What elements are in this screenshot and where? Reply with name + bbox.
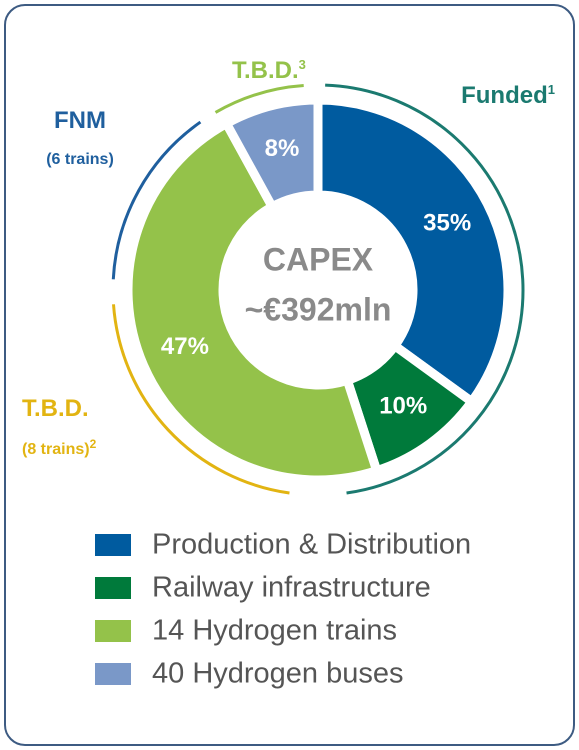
annotation-sub: (6 trains) xyxy=(46,151,114,168)
donut-segment xyxy=(313,95,513,408)
bracket-arc xyxy=(112,304,290,495)
annotation-note: 1 xyxy=(548,82,555,97)
data-label: 10% xyxy=(379,393,427,420)
data-label: 47% xyxy=(161,333,209,360)
donut-segment xyxy=(123,117,383,485)
annotation-sub-text: (8 trains) xyxy=(22,441,90,458)
annotation-note: 3 xyxy=(299,57,306,72)
bracket-arc xyxy=(325,83,525,495)
annotation: T.B.D. xyxy=(22,395,89,422)
donut-segment xyxy=(220,95,323,213)
annotation-text: FNM xyxy=(54,107,106,134)
annotation-text: Funded xyxy=(461,82,548,109)
data-label: 35% xyxy=(423,210,471,237)
legend-swatch xyxy=(95,534,131,556)
legend-swatch xyxy=(95,620,131,642)
annotation: Funded1 xyxy=(461,82,555,109)
annotation-text: T.B.D. xyxy=(232,57,299,84)
legend-swatch xyxy=(95,663,131,685)
center-title: CAPEX xyxy=(263,241,374,277)
annotation-sub-text: (6 trains) xyxy=(46,151,114,168)
bracket-arc xyxy=(111,120,202,280)
data-label: 8% xyxy=(265,135,300,162)
annotation: T.B.D.3 xyxy=(232,57,306,84)
annotation: FNM xyxy=(54,107,106,134)
center-value: ~€392mln xyxy=(245,291,392,327)
bracket-arc xyxy=(214,84,304,114)
legend-swatch xyxy=(95,577,131,599)
legend-label: Railway infrastructure xyxy=(152,572,431,604)
annotation-note: 2 xyxy=(90,437,97,451)
legend-label: 40 Hydrogen buses xyxy=(152,658,404,690)
legend-label: Production & Distribution xyxy=(152,529,471,561)
legend-label: 14 Hydrogen trains xyxy=(152,615,397,647)
annotation-text: T.B.D. xyxy=(22,395,89,422)
annotation-sub: (8 trains)2 xyxy=(22,437,97,458)
